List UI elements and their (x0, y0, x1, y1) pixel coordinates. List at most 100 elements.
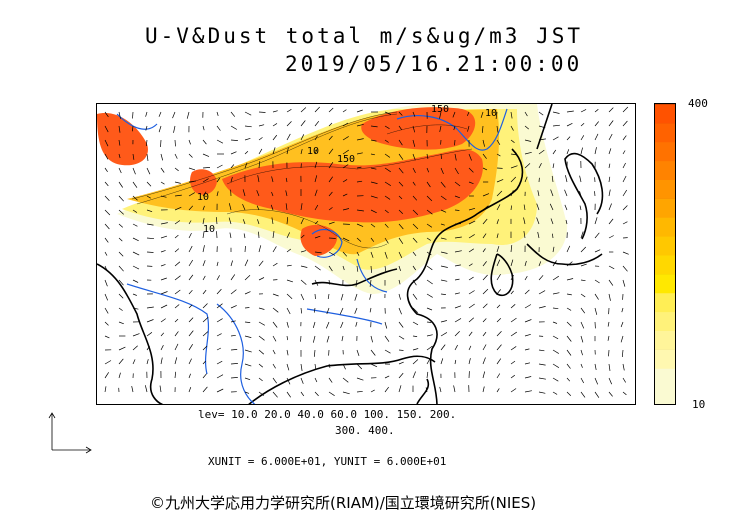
wind-vector (552, 321, 558, 324)
wind-vector (230, 363, 238, 365)
wind-vector (454, 250, 462, 253)
wind-vector (328, 221, 335, 225)
wind-vector (440, 344, 446, 351)
wind-vector (286, 391, 291, 398)
wind-vector (579, 175, 582, 183)
wind-vector (524, 125, 530, 130)
wind-vector (608, 218, 614, 225)
wind-vector (594, 147, 597, 155)
wind-vector (482, 288, 489, 295)
wind-vector (594, 191, 596, 197)
wind-vector (440, 153, 442, 160)
wind-vector (314, 161, 318, 169)
wind-vector (158, 111, 162, 117)
wind-vector (524, 333, 531, 337)
wind-vector (132, 181, 138, 188)
wind-vector (356, 251, 360, 256)
wind-vector (244, 137, 251, 141)
wind-vector (580, 363, 583, 368)
wind-vector (160, 235, 168, 239)
wind-vector (370, 363, 378, 368)
wind-vector (566, 377, 571, 382)
wind-vector (579, 190, 582, 197)
colorbar-band (655, 292, 675, 313)
wind-vector (258, 245, 262, 253)
wind-vector (524, 348, 530, 351)
wind-vector (300, 293, 305, 301)
wind-vector (146, 209, 153, 213)
wind-vector (496, 274, 501, 281)
wind-vector (398, 251, 403, 258)
wind-vector (230, 125, 238, 130)
wind-vector (454, 167, 459, 175)
wind-vector (244, 335, 252, 338)
wind-vector (566, 278, 574, 281)
wind-vector (188, 344, 193, 351)
coastline (490, 253, 514, 296)
wind-vector (286, 377, 291, 385)
wind-vector (510, 259, 514, 267)
contour-label: 150 (431, 104, 449, 115)
wind-vector (300, 335, 302, 342)
wind-vector (468, 358, 471, 365)
wind-vector (328, 176, 333, 183)
wind-vector (118, 358, 124, 365)
wind-vector (356, 223, 364, 227)
wind-vector (258, 277, 265, 281)
wind-vector (468, 263, 473, 267)
wind-vector (510, 176, 517, 183)
wind-vector (482, 261, 487, 267)
wind-vector (482, 248, 486, 253)
wind-vector (160, 167, 165, 173)
wind-vector (104, 237, 109, 243)
wind-vector (426, 265, 433, 271)
wind-vector (622, 150, 626, 155)
wind-vector (537, 190, 540, 197)
wind-vector (538, 138, 546, 141)
wind-vector (174, 289, 181, 295)
wind-vector (174, 181, 181, 184)
wind-vector (216, 191, 219, 197)
wind-vector (314, 279, 319, 286)
wind-vector (202, 191, 207, 197)
wind-vector (327, 293, 330, 300)
wind-vector (594, 133, 599, 141)
wind-vector (342, 377, 349, 383)
wind-vector (328, 265, 333, 272)
wind-vector (188, 180, 196, 183)
wind-vector (272, 123, 278, 127)
wind-vector (412, 321, 419, 326)
wind-vector (104, 125, 109, 133)
wind-vector (398, 125, 403, 131)
unit-legend: XUNIT = 6.000E+01, YUNIT = 6.000E+01 (208, 455, 447, 468)
wind-vector (328, 107, 334, 113)
wind-vector (510, 125, 514, 131)
colorbar-band (655, 255, 675, 275)
wind-vector (622, 391, 627, 396)
wind-vector (356, 265, 359, 272)
wind-vector (258, 260, 264, 267)
wind-vector (370, 265, 372, 273)
wind-vector (622, 221, 628, 225)
wind-vector (594, 377, 599, 385)
wind-vector (608, 133, 613, 141)
wind-vector (174, 206, 182, 211)
level-legend-line-2: 300. 400. (335, 424, 395, 437)
wind-vector (132, 195, 138, 201)
wind-vector (229, 232, 232, 239)
wind-vector (132, 251, 140, 256)
wind-vector (328, 251, 336, 256)
wind-vector (370, 349, 376, 356)
wind-vector (594, 121, 599, 127)
wind-vector (384, 251, 388, 259)
wind-vector (300, 279, 307, 285)
wind-vector (538, 149, 545, 155)
contour-label: 150 (337, 154, 355, 165)
wind-vector (580, 109, 587, 113)
coastline (406, 148, 524, 404)
wind-vector (286, 293, 293, 299)
wind-vector (230, 111, 236, 117)
wind-vector (118, 181, 123, 188)
wind-vector (328, 207, 333, 211)
wind-vector (244, 111, 252, 116)
